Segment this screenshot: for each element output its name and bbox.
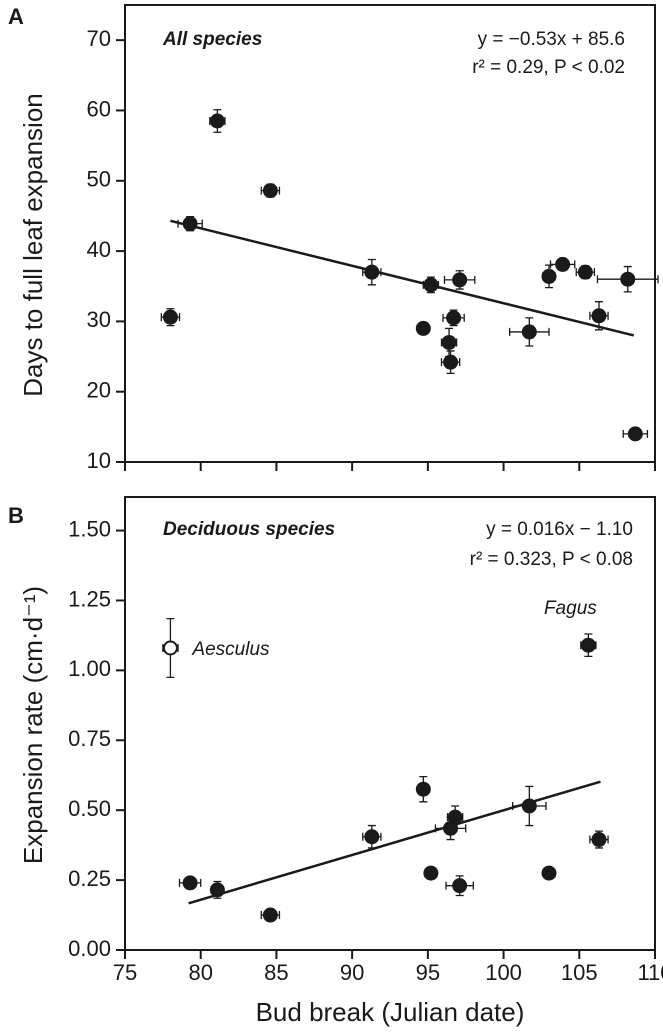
x-tick-label: 100 — [485, 960, 522, 985]
point-label: Fagus — [544, 598, 597, 619]
data-point — [209, 113, 225, 129]
data-point — [580, 637, 596, 653]
data-point — [364, 264, 380, 280]
plot-frame — [124, 4, 656, 463]
data-point — [262, 907, 278, 923]
data-point — [447, 809, 463, 825]
fit-line — [188, 780, 601, 905]
panel-letter: B — [8, 503, 24, 528]
data-point — [541, 268, 557, 284]
data-point — [620, 271, 636, 287]
y-tick-label: 10 — [87, 448, 111, 473]
x-tick-label: 95 — [416, 960, 440, 985]
data-point — [521, 324, 537, 340]
panel-annotation: All species — [162, 29, 262, 50]
data-point — [541, 865, 557, 881]
data-point — [577, 264, 593, 280]
fit-line — [170, 219, 635, 337]
data-point — [162, 640, 178, 656]
data-point — [415, 320, 431, 336]
data-point — [452, 878, 468, 894]
y-tick-label: 1.00 — [68, 656, 111, 681]
data-point — [591, 308, 607, 324]
y-tick-label: 0.25 — [68, 866, 111, 891]
y-axis-label: Expansion rate (cm·d⁻¹) — [18, 586, 48, 864]
data-point — [627, 426, 643, 442]
y-tick-label: 0.00 — [68, 936, 111, 961]
data-point — [423, 865, 439, 881]
data-point — [364, 829, 380, 845]
plot-frame — [124, 496, 656, 951]
data-point — [423, 277, 439, 293]
data-point — [452, 272, 468, 288]
y-tick-label: 1.50 — [68, 516, 111, 541]
data-point — [415, 781, 431, 797]
equation: y = 0.016x − 1.10 — [486, 519, 633, 540]
data-point — [182, 216, 198, 232]
x-tick-label: 105 — [561, 960, 598, 985]
x-tick-label: 85 — [264, 960, 288, 985]
data-point — [441, 334, 457, 350]
y-tick-label: 0.50 — [68, 796, 111, 821]
y-tick-label: 30 — [87, 307, 111, 332]
data-point — [443, 354, 459, 370]
y-tick-label: 60 — [87, 96, 111, 121]
x-tick-label: 80 — [188, 960, 212, 985]
x-axis-label: Bud break (Julian date) — [256, 997, 525, 1027]
data-point — [521, 798, 537, 814]
data-point — [446, 310, 462, 326]
x-tick-label: 110 — [637, 960, 663, 985]
data-point — [162, 309, 178, 325]
y-tick-label: 0.75 — [68, 726, 111, 751]
point-label: Aesculus — [191, 639, 270, 660]
data-point — [182, 875, 198, 891]
data-point — [555, 256, 571, 272]
equation: y = −0.53x + 85.6 — [478, 29, 625, 50]
panel-annotation: Deciduous species — [163, 519, 335, 540]
y-tick-label: 1.25 — [68, 586, 111, 611]
data-point — [591, 832, 607, 848]
fit-stats: r² = 0.323, P < 0.08 — [470, 549, 633, 570]
y-tick-label: 70 — [87, 26, 111, 51]
y-axis-label: Days to full leaf expansion — [18, 93, 48, 397]
data-point — [262, 183, 278, 199]
panel-letter: A — [8, 4, 24, 29]
x-tick-label: 90 — [340, 960, 364, 985]
y-tick-label: 20 — [87, 378, 111, 403]
fit-stats: r² = 0.29, P < 0.02 — [472, 57, 625, 78]
data-point — [209, 882, 225, 898]
y-tick-label: 50 — [87, 167, 111, 192]
y-tick-label: 40 — [87, 237, 111, 262]
x-tick-label: 75 — [113, 960, 137, 985]
